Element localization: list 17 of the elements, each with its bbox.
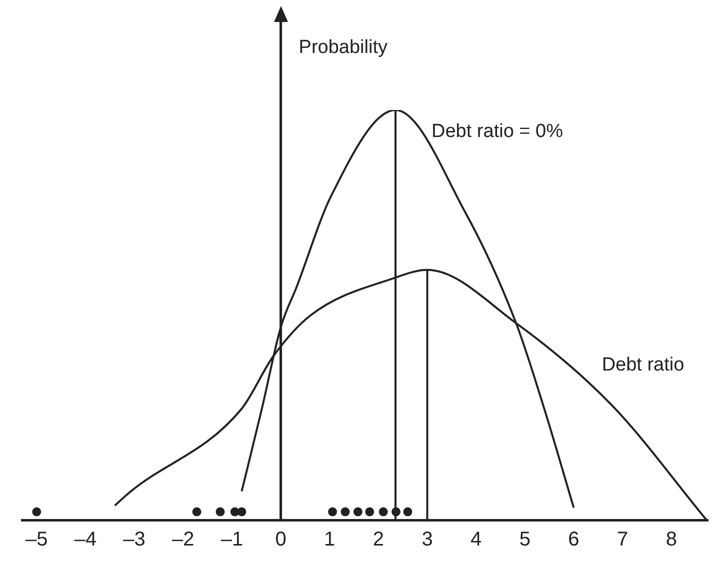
x-tick-label: –4 [74,528,97,551]
x-tick-label: 2 [372,528,384,551]
x-tick-label: 3 [422,528,433,551]
x-tick-label: 5 [519,528,530,551]
x-tick-label: 6 [568,528,580,551]
x-tick-label: 7 [616,528,628,551]
x-tick-label: –2 [172,528,194,551]
x-tick-label: –5 [26,528,48,551]
series-label: Debt ratio [602,354,684,376]
x-tick-label: –3 [123,528,146,551]
x-tick-label: 8 [666,528,677,551]
x-tick-label: 4 [470,528,482,551]
x-tick-label: –1 [220,528,244,551]
y-axis-title: Probability [298,37,388,58]
series-label: Debt ratio = 0% [432,121,564,142]
x-tick-label: 0 [275,528,286,551]
x-tick-label: 1 [324,528,336,551]
